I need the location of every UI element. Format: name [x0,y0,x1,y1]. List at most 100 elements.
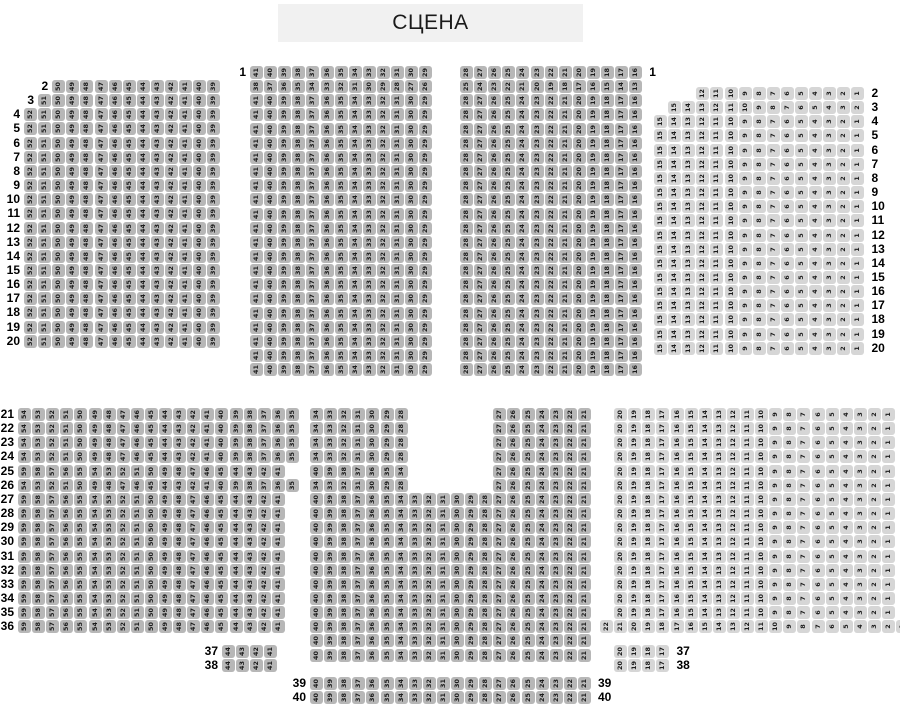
seat[interactable]: 6 [780,171,794,185]
seat[interactable]: 17 [615,349,629,362]
seat[interactable]: 42 [257,464,271,478]
seat[interactable]: 28 [460,165,473,179]
seat[interactable]: 40 [310,606,323,620]
seat[interactable]: 40 [264,249,278,263]
seat[interactable]: 18 [601,150,614,164]
seat[interactable]: 1 [851,157,865,171]
seat[interactable]: 26 [488,221,502,235]
seat[interactable]: 29 [376,80,390,94]
seat[interactable]: 57 [46,521,60,535]
seat[interactable]: 12 [696,171,710,185]
seat[interactable]: 13 [696,101,710,115]
seat[interactable]: 15 [654,186,667,200]
seat[interactable]: 24 [535,535,549,549]
seat[interactable]: 27 [474,278,488,292]
seat[interactable]: 54 [88,606,102,620]
seat[interactable]: 24 [516,363,530,377]
seat[interactable]: 47 [94,150,108,164]
seat[interactable]: 8 [752,242,766,256]
seat[interactable]: 53 [32,478,46,492]
seat[interactable]: 22 [544,193,558,207]
seat[interactable]: 27 [493,408,507,421]
seat[interactable]: 47 [94,235,108,249]
seat[interactable]: 46 [108,150,122,164]
seat[interactable]: 30 [405,136,419,150]
seat[interactable]: 19 [586,320,600,334]
seat[interactable]: 4 [809,143,823,157]
seat[interactable]: 2 [837,313,851,327]
seat[interactable]: 37 [306,94,320,108]
seat[interactable]: 26 [488,193,502,207]
seat[interactable]: 8 [752,129,766,143]
seat[interactable]: 26 [507,478,521,492]
seat[interactable]: 10 [724,214,738,228]
seat[interactable]: 47 [94,108,108,122]
seat[interactable]: 14 [668,200,682,214]
seat[interactable]: 50 [144,549,158,563]
seat[interactable]: 41 [250,320,263,334]
seat[interactable]: 43 [150,292,164,306]
seat[interactable]: 43 [150,94,164,108]
seat[interactable]: 7 [766,313,780,327]
seat[interactable]: 41 [271,492,285,506]
seat[interactable]: 23 [530,235,544,249]
seat[interactable]: 24 [535,408,549,421]
seat[interactable]: 3 [823,171,837,185]
seat[interactable]: 13 [682,143,696,157]
seat[interactable]: 24 [535,492,549,506]
seat[interactable]: 11 [741,606,754,620]
seat[interactable]: 21 [558,292,572,306]
seat[interactable]: 39 [278,165,292,179]
seat[interactable]: 15 [684,563,698,577]
seat[interactable]: 30 [451,535,464,549]
seat[interactable]: 41 [201,436,215,450]
seat[interactable]: 20 [614,507,628,521]
seat[interactable]: 39 [324,677,338,690]
seat[interactable]: 7 [797,535,811,549]
seat[interactable]: 54 [88,492,102,506]
seat[interactable]: 21 [577,620,591,634]
seat[interactable]: 4 [809,87,823,100]
seat[interactable]: 38 [292,94,306,108]
seat[interactable]: 20 [572,249,586,263]
seat[interactable]: 40 [193,306,207,320]
seat[interactable]: 1 [851,242,865,256]
seat[interactable]: 23 [549,478,563,492]
seat[interactable]: 28 [460,278,473,292]
seat[interactable]: 3 [853,450,867,464]
seat[interactable]: 42 [165,179,178,193]
seat[interactable]: 7 [797,450,811,464]
seat[interactable]: 37 [352,563,366,577]
seat[interactable]: 30 [405,334,419,348]
seat[interactable]: 55 [74,620,88,634]
seat[interactable]: 44 [136,136,150,150]
seat[interactable]: 39 [207,306,221,320]
seat[interactable]: 42 [165,136,178,150]
seat[interactable]: 29 [465,591,479,605]
seat[interactable]: 53 [102,577,116,591]
seat[interactable]: 29 [419,363,433,377]
seat[interactable]: 44 [229,620,243,634]
seat[interactable]: 8 [752,256,766,270]
seat[interactable]: 4 [839,577,853,591]
seat[interactable]: 10 [755,521,769,535]
seat[interactable]: 16 [629,221,643,235]
seat[interactable]: 26 [488,165,502,179]
seat[interactable]: 15 [654,285,667,299]
seat[interactable]: 4 [809,299,823,313]
seat[interactable]: 45 [144,408,158,421]
seat[interactable]: 50 [144,620,158,634]
seat[interactable]: 1 [851,285,865,299]
seat[interactable]: 27 [474,320,488,334]
seat[interactable]: 13 [682,285,696,299]
seat[interactable]: 23 [530,207,544,221]
seat[interactable]: 45 [122,292,136,306]
seat[interactable]: 20 [614,659,628,673]
seat[interactable]: 3 [853,422,867,436]
seat[interactable]: 46 [201,521,215,535]
seat[interactable]: 53 [102,591,116,605]
seat[interactable]: 45 [215,507,229,521]
seat[interactable]: 33 [324,422,338,436]
seat[interactable]: 47 [187,521,201,535]
seat[interactable]: 51 [38,136,52,150]
